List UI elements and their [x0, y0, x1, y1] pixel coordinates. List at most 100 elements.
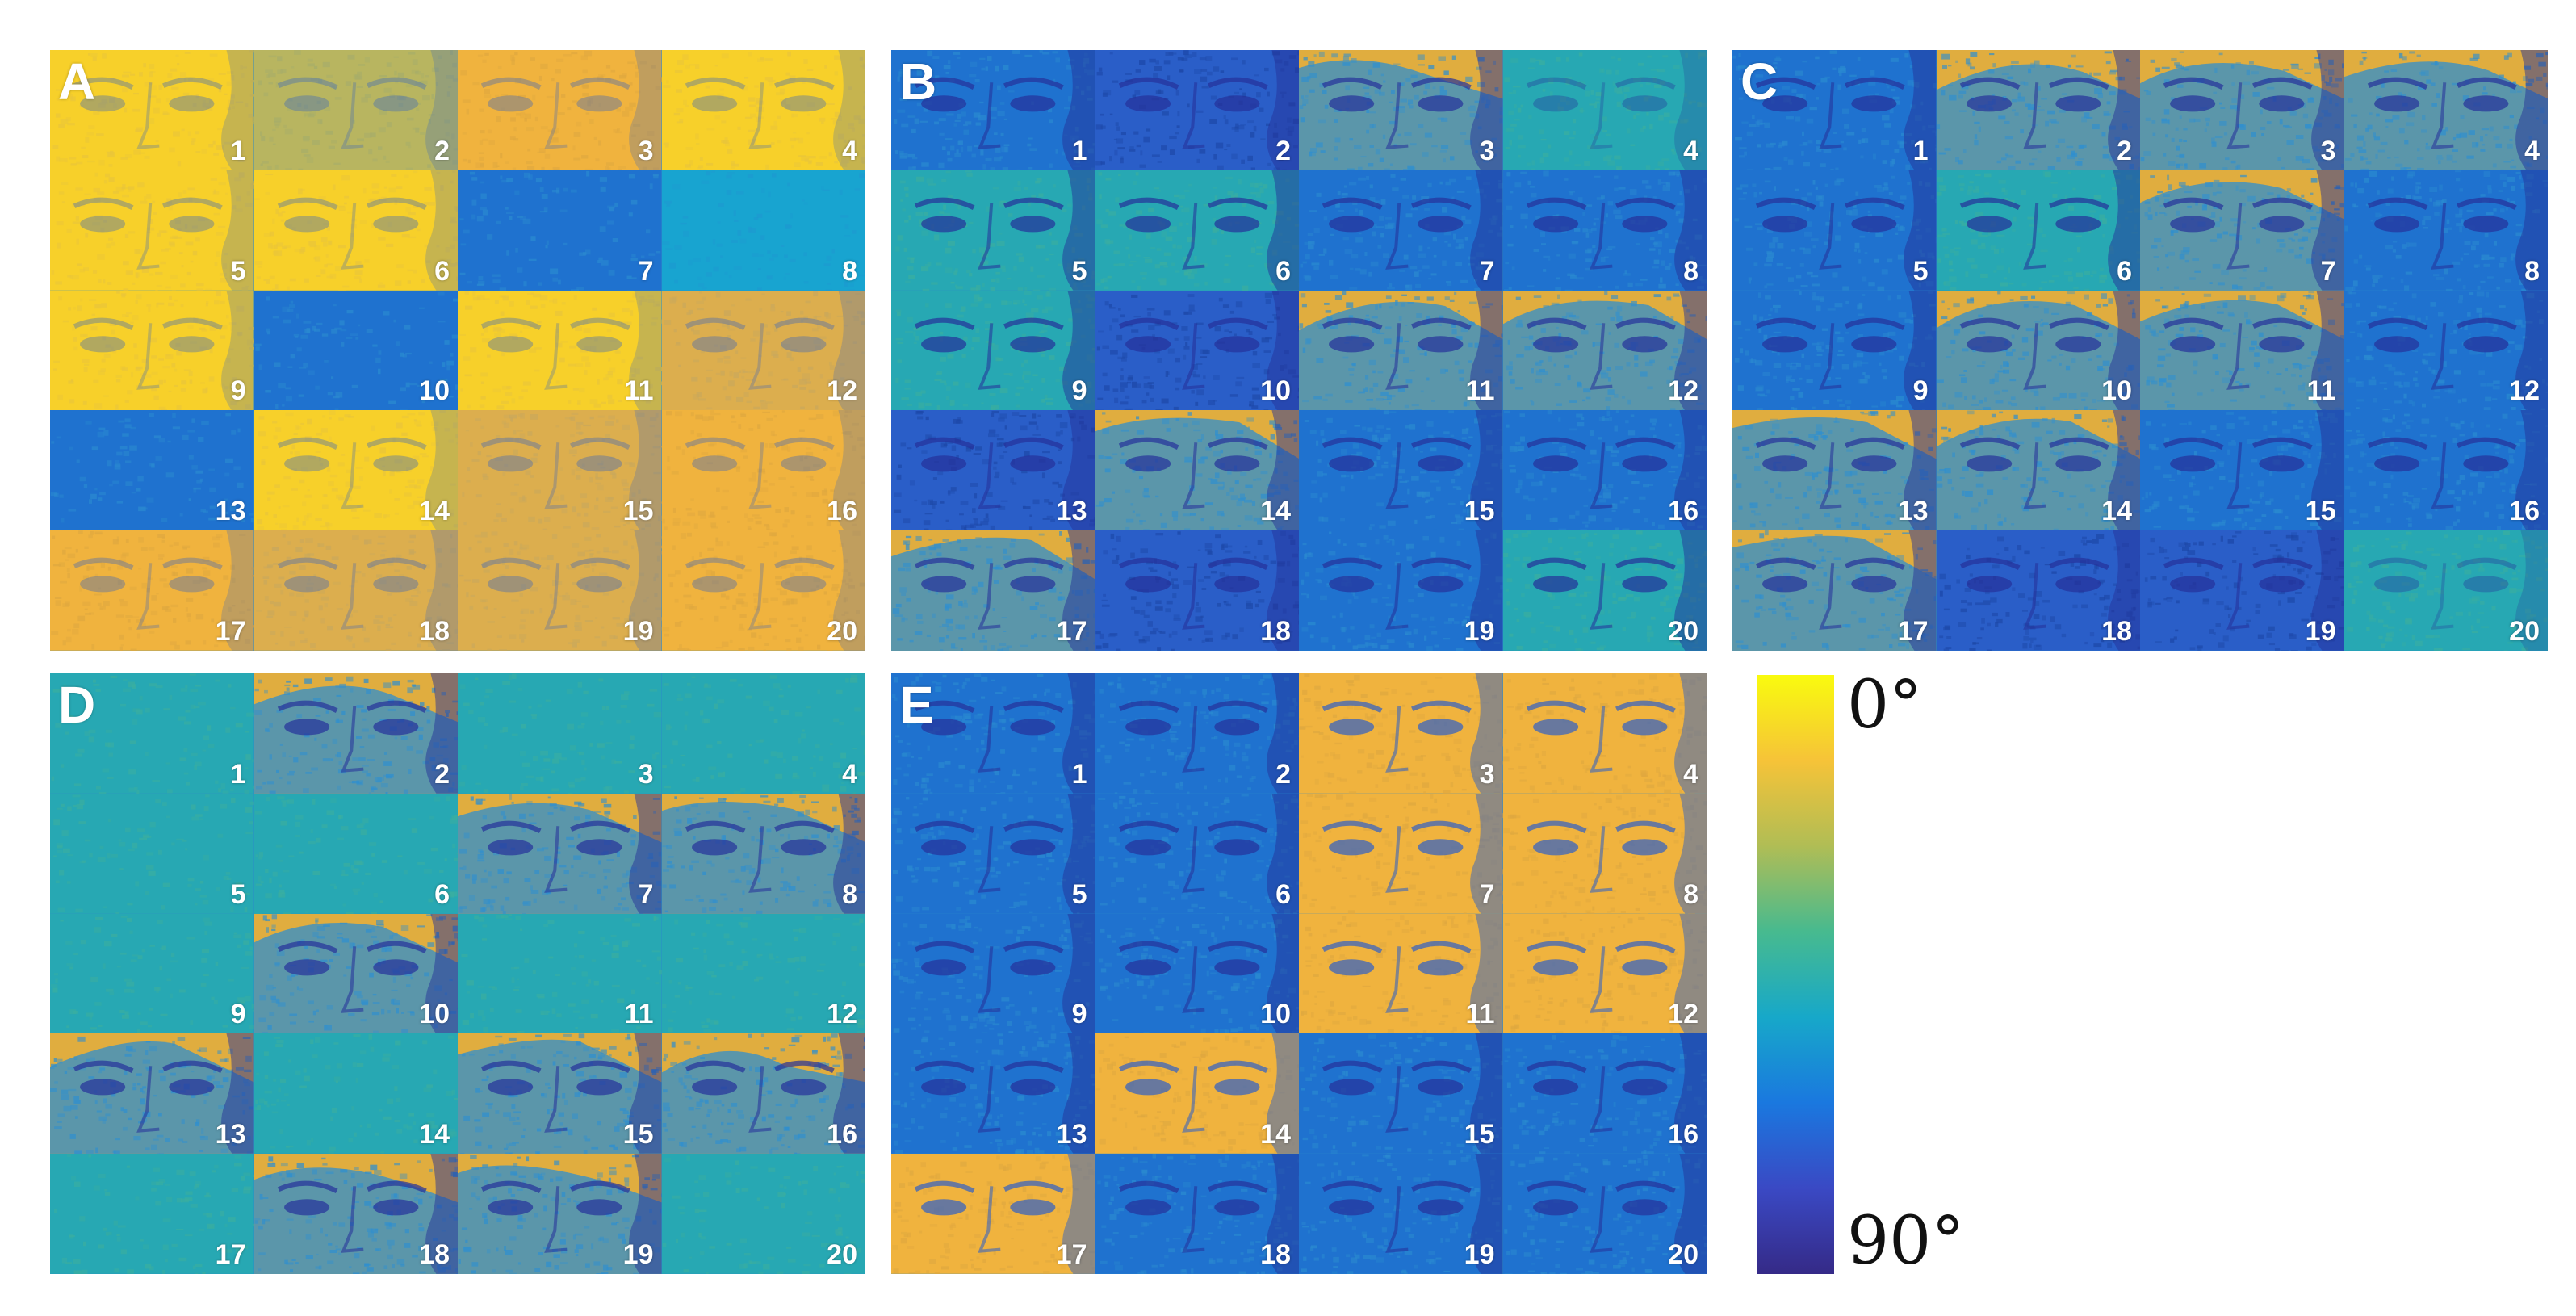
tile-texture [1502, 673, 1707, 794]
image-tile: 11 [1299, 913, 1503, 1034]
tile-number: 3 [1479, 135, 1495, 166]
tile-number: 1 [230, 758, 246, 790]
tile-number: 11 [1465, 999, 1495, 1030]
image-tile: 18 [253, 1154, 458, 1274]
tile-texture [1299, 50, 1503, 170]
tile-number: 7 [638, 255, 654, 287]
image-tile: 7 [1299, 793, 1503, 914]
image-tile: 19 [1299, 1154, 1503, 1274]
tile-grid: 1 2 3 4 5 6 7 8 9 10 11 12 13 14 15 16 17 18 19 20 [891, 50, 1707, 651]
tile-number: 10 [2101, 375, 2132, 407]
tile-texture [458, 530, 662, 651]
tile-texture [458, 50, 662, 170]
image-tile: 17 [1732, 530, 1937, 651]
tile-texture [2344, 50, 2548, 170]
tile-number: 17 [215, 616, 246, 647]
image-tile: 19 [458, 1154, 662, 1274]
image-tile: 2 [253, 673, 458, 794]
tile-texture [1502, 1033, 1707, 1155]
panel-label: D [58, 676, 96, 734]
tile-texture [2140, 170, 2344, 291]
image-tile: 8 [1502, 793, 1707, 914]
image-tile: 18 [1936, 530, 2140, 651]
tile-texture [253, 673, 458, 794]
tile-texture [253, 793, 458, 914]
tile-number: 15 [622, 1119, 654, 1150]
colorbar [1757, 675, 1837, 1274]
tile-number: 5 [1071, 878, 1087, 910]
tile-number: 7 [2320, 255, 2336, 287]
tile-number: 12 [1668, 999, 1698, 1030]
image-tile: 13 [50, 410, 254, 531]
tile-texture [1299, 793, 1503, 914]
tile-number: 16 [827, 496, 857, 527]
tile-number: 20 [2509, 616, 2540, 647]
image-tile: 6 [253, 170, 458, 291]
image-tile: 19 [458, 530, 662, 651]
tile-number: 16 [1668, 1119, 1698, 1150]
image-tile: 17 [891, 530, 1095, 651]
image-tile: 7 [458, 793, 662, 914]
tile-texture [1095, 673, 1299, 794]
tile-number: 9 [1071, 999, 1087, 1030]
image-tile: 16 [661, 1033, 865, 1155]
image-tile: 9 [891, 913, 1095, 1034]
tile-texture [1732, 170, 1937, 291]
tile-number: 2 [1275, 135, 1291, 166]
tile-grid: 1 2 3 4 5 6 7 8 9 10 11 12 13 14 15 16 17 18 19 20 [50, 673, 865, 1274]
tile-number: 19 [622, 1239, 654, 1270]
image-tile: 16 [1502, 410, 1707, 531]
tile-texture [1936, 170, 2140, 291]
tile-texture [891, 170, 1095, 291]
image-tile: 11 [458, 913, 662, 1034]
tile-number: 12 [827, 999, 857, 1030]
image-tile: 10 [1095, 290, 1299, 411]
image-tile: 8 [661, 170, 865, 291]
image-tile: 16 [1502, 1033, 1707, 1155]
tile-number: 7 [638, 878, 654, 910]
tile-number: 1 [230, 135, 246, 166]
tile-number: 9 [230, 999, 246, 1030]
image-tile: 2 [1936, 50, 2140, 170]
image-tile: 7 [1299, 170, 1503, 291]
image-tile: 7 [458, 170, 662, 291]
tile-texture [661, 530, 865, 651]
tile-number: 1 [1912, 135, 1929, 166]
tile-texture [1502, 793, 1707, 914]
tile-texture [661, 913, 865, 1034]
image-tile: 19 [2140, 530, 2344, 651]
image-tile: 12 [661, 913, 865, 1034]
tile-texture [1502, 410, 1707, 531]
tile-texture [2140, 410, 2344, 531]
tile-number: 11 [1465, 375, 1495, 407]
tile-texture [2344, 290, 2548, 411]
tile-number: 4 [842, 135, 857, 166]
tile-texture [1502, 1154, 1707, 1274]
tile-texture [1502, 913, 1707, 1034]
tile-texture [2140, 290, 2344, 411]
tile-texture [661, 1033, 865, 1155]
tile-texture [50, 50, 254, 170]
tile-texture [458, 673, 662, 794]
tile-texture [50, 913, 254, 1034]
colorbar-gradient [1757, 675, 1834, 1274]
tile-texture [50, 1154, 254, 1274]
tile-texture [458, 913, 662, 1034]
tile-texture [891, 530, 1095, 651]
image-tile: 9 [891, 290, 1095, 411]
image-tile: 17 [891, 1154, 1095, 1274]
image-tile: 3 [1299, 50, 1503, 170]
panel-a: A 1 2 3 4 5 6 7 8 9 10 11 12 13 14 15 16 17 18 19 20 [50, 50, 865, 651]
tile-number: 11 [624, 999, 654, 1030]
tile-number: 15 [1464, 496, 1495, 527]
tile-texture [1732, 530, 1937, 651]
tile-number: 9 [1912, 375, 1929, 407]
image-tile: 17 [50, 1154, 254, 1274]
image-tile: 3 [458, 50, 662, 170]
image-tile: 14 [1095, 1033, 1299, 1155]
tile-number: 3 [638, 758, 654, 790]
tile-number: 7 [1479, 878, 1495, 910]
image-tile: 13 [50, 1033, 254, 1155]
image-tile: 9 [50, 290, 254, 411]
tile-number: 14 [1260, 1119, 1291, 1150]
